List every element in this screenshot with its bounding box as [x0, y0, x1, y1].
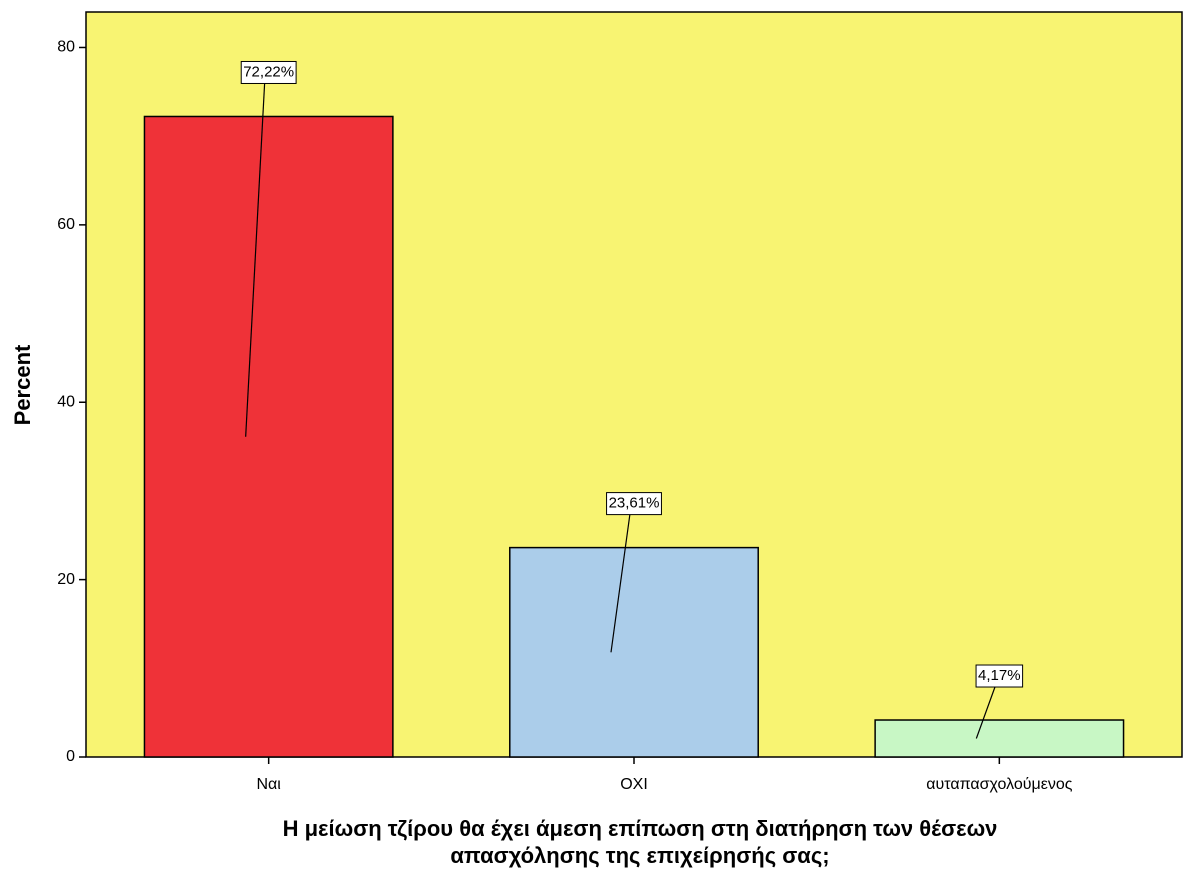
value-label-box: [606, 492, 662, 516]
bar: [509, 546, 759, 758]
x-tick-label: αυταπασχολούμενος: [926, 776, 1073, 793]
value-label: 4,17%: [978, 667, 1021, 684]
bar: [874, 719, 1125, 758]
y-tick-label: 40: [57, 393, 75, 410]
x-tick-label: ΟΧΙ: [620, 776, 648, 793]
value-label-box: [240, 60, 297, 84]
y-tick-label: 60: [57, 216, 75, 233]
x-axis-title: απασχόλησης της επιχείρησής σας;: [450, 843, 829, 868]
y-tick-label: 0: [66, 748, 75, 765]
leader-line: [245, 82, 266, 437]
y-tick-label: 80: [57, 39, 75, 56]
leader-line: [975, 685, 996, 739]
value-label: 72,22%: [243, 63, 294, 80]
x-axis-title: Η μείωση τζίρου θα έχει άμεση επίπωση στ…: [283, 816, 998, 841]
value-label: 23,61%: [609, 495, 660, 512]
bar: [143, 115, 394, 758]
leader-line: [610, 513, 631, 653]
x-tick-label: Ναι: [256, 776, 281, 793]
value-label-box: [975, 664, 1024, 688]
y-tick-label: 20: [57, 571, 75, 588]
y-axis-title: Percent: [10, 344, 35, 425]
